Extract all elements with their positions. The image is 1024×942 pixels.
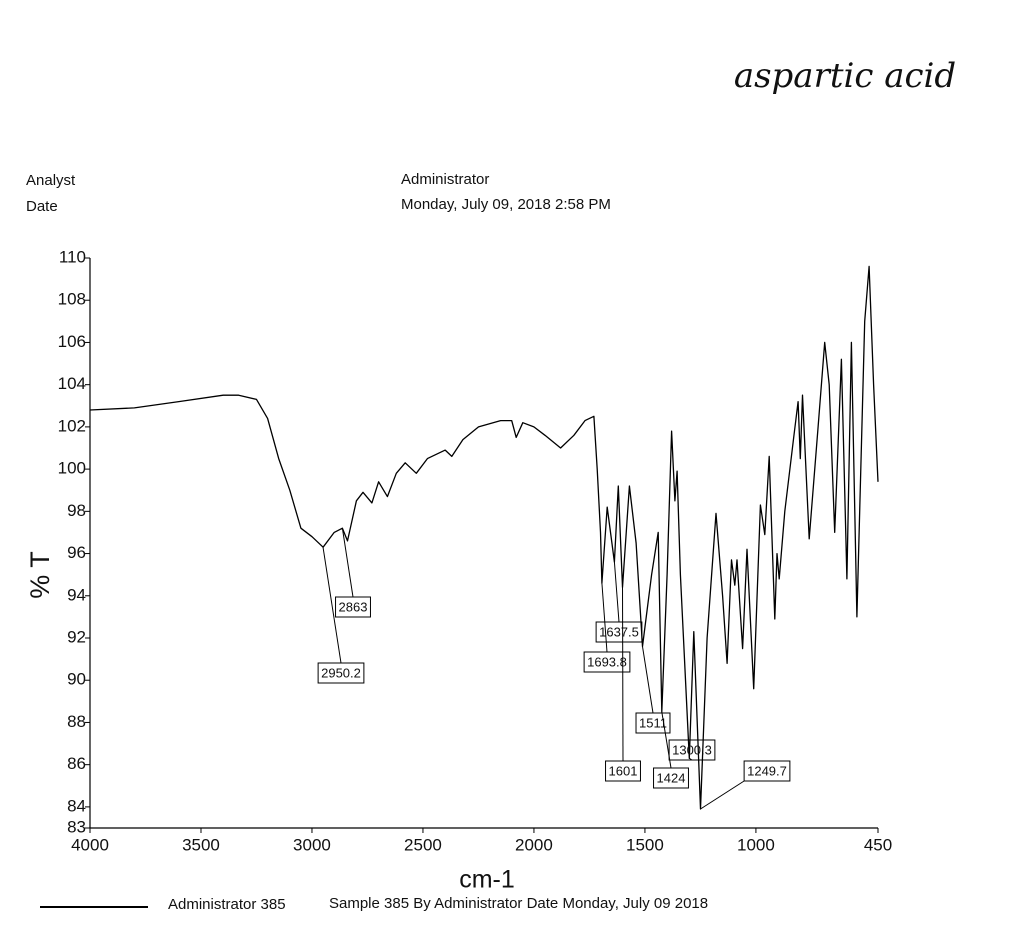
y-tick-label: 98 (67, 501, 86, 520)
y-tick-label: 92 (67, 627, 86, 646)
y-axis-label: % T (25, 551, 55, 599)
legend-label: Administrator 385 (168, 896, 286, 913)
x-tick-label: 2000 (515, 835, 553, 854)
y-tick-label: 96 (67, 543, 86, 562)
y-tick-label: 106 (58, 332, 86, 351)
x-tick-label: 2500 (404, 835, 442, 854)
x-tick-label: 1500 (626, 835, 664, 854)
peak-label: 2863 (339, 599, 368, 614)
date-label: Date (26, 198, 58, 215)
peak-label: 2950.2 (321, 665, 361, 680)
y-tick-label: 108 (58, 290, 86, 309)
y-tick-label: 104 (58, 374, 86, 393)
date: Monday, July 09, 2018 2:58 PM (401, 196, 611, 213)
caption: Sample 385 By Administrator Date Monday,… (329, 895, 708, 912)
y-tick-label: 110 (59, 247, 86, 266)
x-tick-label: 3500 (182, 835, 220, 854)
analyst-label: Analyst (26, 172, 76, 189)
y-tick-label: 86 (67, 754, 86, 773)
peak-label: 1601 (609, 763, 638, 778)
peak-box (743, 760, 791, 782)
y-tick-label: 94 (67, 585, 86, 604)
peak-leader (700, 780, 745, 810)
y-tick-label: 100 (58, 459, 86, 478)
peak-leader (601, 583, 608, 653)
peak-label: 1300.3 (672, 742, 712, 757)
peak-leader (341, 528, 354, 598)
peak-label: 1693.8 (587, 654, 627, 669)
y-tick-label: 84 (67, 796, 86, 815)
y-tick-label: 102 (58, 416, 86, 435)
peak-label: 1249.7 (747, 763, 787, 778)
x-tick-label: 1000 (737, 835, 775, 854)
spectrum-line (89, 265, 879, 810)
analyst: Administrator (401, 171, 489, 188)
x-tick-label: 4000 (71, 835, 109, 854)
peak-label: 1637.5 (599, 624, 639, 639)
x-tick-label: 450 (864, 835, 892, 854)
peak-leader (688, 757, 693, 761)
peak-label: 1511 (639, 715, 667, 730)
handwritten-title: aspartic acid (734, 56, 956, 96)
y-tick-label: 88 (67, 712, 86, 731)
peak-leader (641, 646, 654, 714)
y-tick-label: 90 (67, 670, 86, 689)
x-tick-label: 3000 (293, 835, 331, 854)
peak-leader (322, 547, 342, 664)
peak-leader (613, 561, 620, 623)
x-axis-label: cm-1 (459, 866, 515, 894)
peak-label: 1424 (657, 770, 686, 785)
y-tick-label: 83 (67, 817, 86, 836)
